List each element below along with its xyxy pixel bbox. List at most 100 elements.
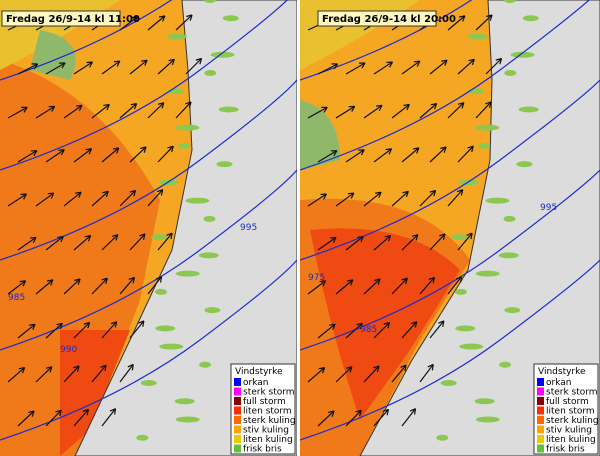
wind-arrow-head — [441, 59, 448, 62]
wind-arrow-head — [471, 59, 475, 66]
wind-arrow-head — [59, 323, 63, 330]
wind-arrow-head — [19, 280, 26, 283]
wind-arrow-head — [360, 149, 365, 156]
wind-arrow — [475, 14, 493, 31]
wind-arrow-head — [87, 322, 91, 329]
legend-label: liten storm — [546, 407, 595, 417]
wind-arrow-head — [495, 57, 502, 61]
wind-arrow-head — [74, 278, 81, 282]
wind-arrow-head — [55, 409, 62, 413]
title-box — [317, 10, 437, 27]
isobar — [0, 259, 297, 441]
wind-arrow-head — [158, 15, 165, 18]
isobar-label: 995 — [540, 203, 557, 213]
wind-arrow-head — [432, 277, 436, 284]
wind-arrow — [345, 409, 362, 427]
wind-arrow-head — [110, 321, 117, 325]
vegetation — [475, 124, 500, 131]
wind-arrow-head — [76, 365, 80, 372]
wind-arrow-head — [468, 58, 475, 62]
wind-arrow-head — [60, 149, 65, 156]
wind-arrow — [373, 61, 393, 75]
wind-arrow-head — [33, 63, 39, 70]
legend-swatch — [537, 425, 544, 434]
vegetation — [485, 197, 510, 204]
vegetation — [466, 33, 487, 40]
legend-label: orkan — [243, 378, 268, 388]
wind-arrow — [91, 364, 107, 383]
wind-arrow-head — [416, 147, 420, 154]
wind-arrow — [317, 323, 336, 339]
wind-arrow-head — [129, 189, 136, 193]
wind-arrow-head — [386, 409, 390, 416]
wind-arrow-head — [404, 365, 407, 372]
wind-arrow-head — [115, 234, 119, 241]
legend-box — [230, 363, 296, 455]
wind-arrow — [185, 58, 202, 75]
legend-label: orkan — [546, 378, 571, 388]
wind-arrow-head — [349, 366, 353, 373]
wind-arrow-head — [376, 365, 380, 372]
wind-arrow-head — [382, 408, 389, 413]
wind-arrow — [63, 365, 80, 383]
wind-arrow-head — [185, 101, 192, 105]
wind-arrow — [157, 58, 175, 75]
wind-arrow-head — [57, 235, 64, 239]
wind-arrow-head — [116, 147, 120, 154]
wind-arrow — [457, 58, 475, 75]
wind-arrow-head — [159, 276, 163, 283]
wind-arrow — [345, 149, 365, 163]
wind-arrow-head — [385, 148, 392, 151]
wind-arrow-head — [443, 146, 447, 153]
wind-arrow-head — [23, 193, 27, 200]
legend-swatch — [234, 416, 241, 424]
isobar — [0, 169, 297, 351]
wind-arrow-head — [405, 191, 409, 198]
map-panel: 975 985 995 Fredag 26/9-14 kl 20:00 Vindstyr… — [300, 0, 600, 456]
wind-arrow — [63, 191, 82, 207]
wind-arrow-head — [47, 192, 54, 195]
wind-arrow — [175, 101, 192, 119]
vegetation — [222, 15, 239, 22]
wind-arrow — [401, 60, 421, 75]
wind-arrow-head — [415, 234, 419, 241]
wind-arrow-head — [131, 364, 134, 371]
wind-arrow-head — [141, 59, 148, 62]
wind-arrow-head — [318, 366, 325, 370]
wind-arrow — [335, 279, 354, 295]
wind-arrow-head — [499, 58, 503, 65]
legend-label: full storm — [546, 397, 589, 407]
title-box — [1, 10, 121, 27]
wind-arrow — [119, 190, 136, 207]
isobar — [0, 0, 289, 171]
isobar-label: 985 — [8, 293, 25, 303]
land — [74, 0, 297, 456]
wind-arrow-head — [471, 146, 474, 153]
vegetation — [136, 434, 149, 441]
panel-title: Fredag 26/9-14 kl 20:00 — [322, 14, 456, 25]
wind-arrow-head — [383, 321, 390, 325]
wind-arrow-head — [113, 408, 117, 415]
wind-arrow-head — [78, 191, 82, 198]
wind-arrow — [363, 278, 381, 295]
wind-arrow — [91, 103, 110, 119]
wind-arrow-head — [128, 276, 135, 281]
isobar — [300, 259, 600, 441]
wind-arrow — [147, 15, 166, 31]
wind-arrow — [335, 105, 355, 119]
wind-arrow — [419, 103, 437, 119]
wind-arrow-head — [460, 189, 464, 196]
wind-arrow-head — [384, 234, 391, 238]
wind-arrow-head — [75, 191, 82, 194]
wind-arrow-head — [77, 278, 81, 285]
wind-arrow-head — [347, 192, 354, 195]
wind-arrow-head — [411, 234, 418, 237]
wind-arrow-head — [433, 103, 438, 110]
wind-arrow-head — [459, 276, 463, 283]
wind-arrow-head — [29, 323, 36, 326]
wind-arrow-head — [485, 101, 492, 105]
wind-arrow-head — [160, 189, 164, 196]
wind-arrow — [17, 150, 38, 163]
wind-arrow-head — [156, 189, 163, 193]
wind-arrow-head — [375, 191, 382, 194]
